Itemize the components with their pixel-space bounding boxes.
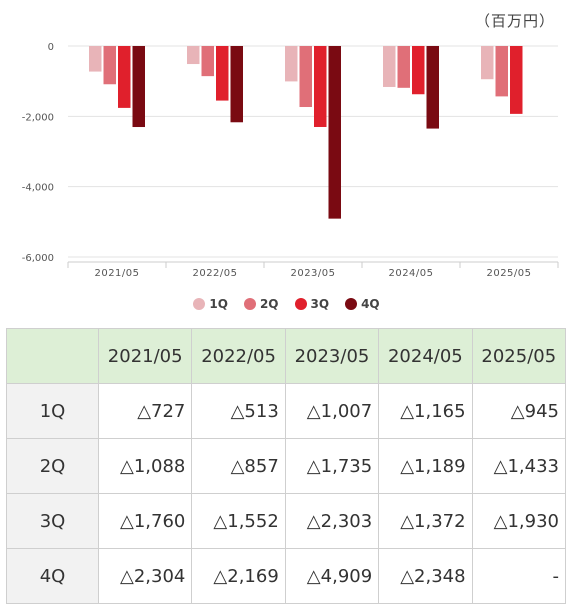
table-cell: △1,433: [471, 438, 567, 494]
x-tick-label: 2023/05: [290, 268, 335, 279]
table-header-cell: 2025/05: [471, 328, 567, 384]
table-cell: △727: [97, 383, 193, 439]
legend-swatch: [193, 298, 206, 310]
table-cell: △1,372: [378, 493, 473, 549]
bar: [314, 46, 327, 127]
table-cell: △1,930: [471, 493, 567, 549]
table-corner-cell: [6, 328, 99, 384]
table-row-label: 3Q: [6, 493, 99, 549]
table-cell: △945: [471, 383, 567, 439]
table-cell: -: [471, 548, 567, 604]
legend-swatch: [345, 298, 358, 310]
bar: [187, 46, 200, 65]
table-header-cell: 2022/05: [191, 328, 286, 384]
bar: [118, 46, 131, 108]
bar: [397, 46, 410, 88]
table-header-cell: 2024/05: [378, 328, 473, 384]
y-tick-label: -2,000: [22, 112, 54, 123]
bar: [481, 46, 494, 80]
data-table-container: 2021/05 2022/05 2023/05 2024/05 2025/05 …: [6, 328, 567, 604]
bar: [89, 46, 102, 72]
x-tick-label: 2021/05: [94, 268, 139, 279]
legend-label: 2Q: [259, 296, 279, 311]
table-cell: △513: [191, 383, 286, 439]
table-cell: △2,348: [378, 548, 473, 604]
table-row: 2Q △1,088 △857 △1,735 △1,189 △1,433: [6, 438, 567, 494]
table-header-cell: 2023/05: [284, 328, 380, 384]
y-tick-label: -6,000: [22, 253, 54, 264]
legend-swatch: [243, 298, 256, 310]
table-cell: △1,189: [378, 438, 473, 494]
legend-label: 1Q: [209, 296, 228, 311]
bar: [412, 46, 425, 95]
table-header-cell: 2021/05: [97, 328, 193, 384]
table-row: 4Q △2,304 △2,169 △4,909 △2,348 -: [6, 548, 567, 604]
y-tick-label: -4,000: [22, 183, 54, 194]
table-cell: △4,909: [284, 548, 380, 604]
table-cell: △1,007: [284, 383, 380, 439]
legend-item: 3Q: [294, 296, 330, 311]
data-table: 2021/05 2022/05 2023/05 2024/05 2025/05 …: [6, 328, 567, 604]
legend: 1Q 2Q 3Q 4Q: [0, 296, 573, 311]
table-cell: △2,169: [191, 548, 286, 604]
bar: [495, 46, 508, 97]
table-cell: △2,303: [284, 493, 380, 549]
bar: [216, 46, 229, 101]
legend-label: 3Q: [310, 296, 330, 311]
bar: [299, 46, 312, 108]
table-cell: △2,304: [97, 548, 193, 604]
bar: [383, 46, 396, 87]
x-tick-label: 2025/05: [486, 268, 531, 279]
table-cell: △1,088: [97, 438, 193, 494]
table-header-row: 2021/05 2022/05 2023/05 2024/05 2025/05: [6, 328, 567, 384]
bar-chart: （百万円） 0 -2,000 -4,000 -6,000 2021/05 2022/05 2…: [0, 12, 573, 311]
bar: [201, 46, 214, 77]
table-row: 1Q △727 △513 △1,007 △1,165 △945: [6, 383, 567, 439]
table-cell: △1,552: [191, 493, 286, 549]
table-cell: △857: [191, 438, 286, 494]
table-row: 3Q △1,760 △1,552 △2,303 △1,372 △1,930: [6, 493, 567, 549]
table-cell: △1,760: [97, 493, 193, 549]
table-cell: △1,165: [378, 383, 473, 439]
table-row-label: 4Q: [6, 548, 99, 604]
legend-label: 4Q: [361, 296, 380, 311]
table-row-label: 1Q: [6, 383, 99, 439]
bar: [132, 46, 145, 128]
y-tick-label: 0: [48, 42, 54, 53]
chart-plot: 0 -2,000 -4,000 -6,000 2021/05 2022/05 2023/05…: [22, 42, 559, 279]
bar: [285, 46, 298, 82]
bar: [426, 46, 439, 129]
bar: [510, 46, 523, 114]
legend-item: 2Q: [243, 296, 279, 311]
x-tick-label: 2024/05: [388, 268, 433, 279]
legend-swatch: [294, 298, 307, 310]
legend-item: 1Q: [193, 297, 228, 311]
legend-item: 4Q: [345, 297, 380, 311]
bar: [328, 46, 341, 219]
x-tick-label: 2022/05: [192, 268, 237, 279]
unit-label: （百万円）: [474, 12, 555, 30]
bar: [103, 46, 116, 85]
table-cell: △1,735: [284, 438, 380, 494]
bar: [230, 46, 243, 123]
table-row-label: 2Q: [6, 438, 99, 494]
